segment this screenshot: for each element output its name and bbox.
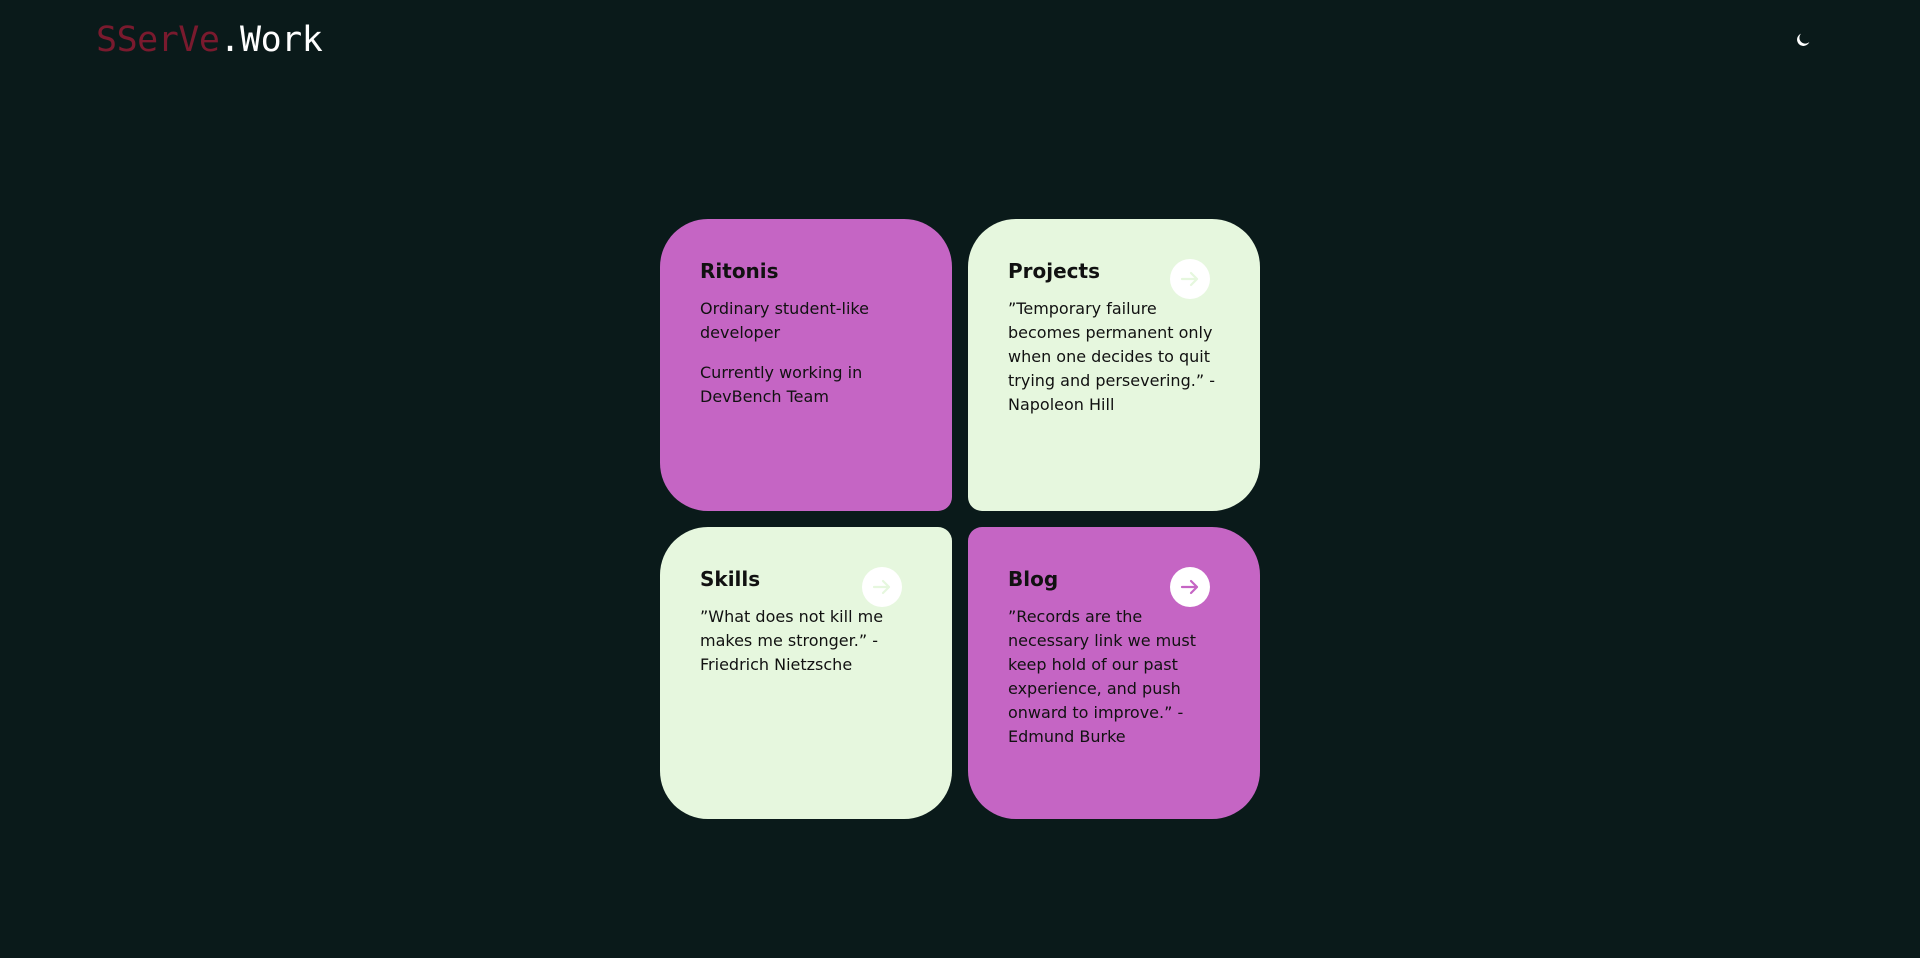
arrow-right-icon [1180,579,1199,595]
blog-arrow-button[interactable] [1170,567,1210,607]
projects-arrow-button[interactable] [1170,259,1210,299]
skills-arrow-button[interactable] [862,567,902,607]
arrow-right-icon [1180,271,1199,287]
card-ritonis: Ritonis Ordinary student-like developer … [660,219,952,511]
card-blog: Blog ”Records are the necessary link we … [968,527,1260,819]
card-quote: ”Records are the necessary link we must … [1008,607,1196,746]
card-title: Blog [1008,567,1059,591]
card-title: Skills [700,567,761,591]
card-quote: ”What does not kill me makes me stronger… [700,607,884,674]
card-grid: Ritonis Ordinary student-like developer … [660,219,1260,819]
card-quote: ”Temporary failure becomes permanent onl… [1008,299,1215,414]
logo-part-2: .Work [219,20,323,60]
card-text: Ordinary student-like developer [700,299,869,342]
card-text: Currently working in DevBench Team [700,363,863,406]
card-title: Ritonis [700,259,779,283]
site-header: SSerVe.Work [0,0,1920,80]
moon-icon [1797,33,1810,46]
logo-part-1: SSerVe [96,20,220,60]
card-title: Projects [1008,259,1101,283]
card-skills: Skills ”What does not kill me makes me s… [660,527,952,819]
theme-toggle-button[interactable] [1790,27,1816,53]
card-projects: Projects ”Temporary failure becomes perm… [968,219,1260,511]
site-logo[interactable]: SSerVe.Work [96,18,323,62]
arrow-right-icon [872,579,891,595]
